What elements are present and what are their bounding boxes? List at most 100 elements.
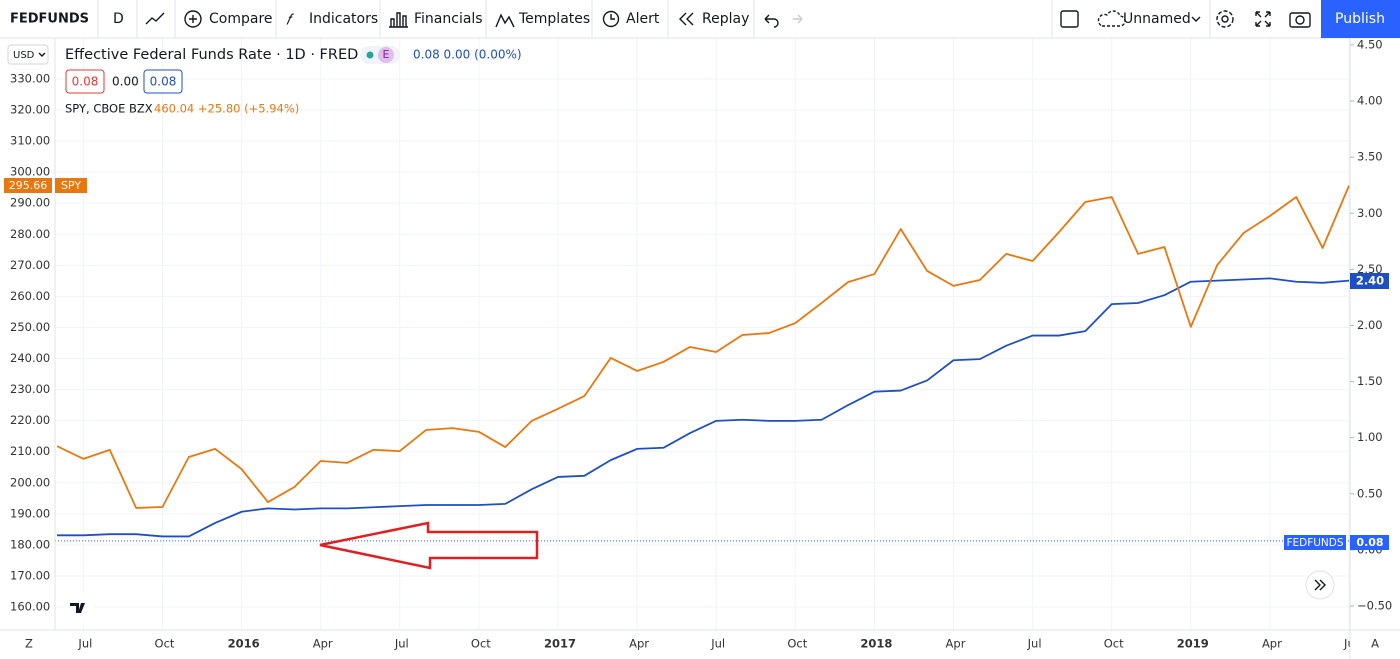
alert-hands	[610, 14, 615, 20]
legend-badge: E	[383, 48, 390, 61]
indicators[interactable]: Indicators	[309, 11, 378, 27]
x-tick-label: Jul	[394, 637, 409, 651]
legend-secondary-values: 460.04 +25.80 (+5.94%)	[154, 102, 299, 116]
currency-chevron	[38, 52, 46, 57]
y-tick-label: 190.00	[10, 506, 50, 520]
x-tick-label: Jul	[77, 637, 92, 651]
x-tick-label: Jul	[710, 637, 725, 651]
y2-tick-label: 4.00	[1357, 94, 1383, 108]
legend-primary-values: 0.08 0.00 (0.00%)	[413, 48, 522, 62]
y-tick-label: 330.00	[10, 71, 50, 85]
fullscreen-icon[interactable]	[1255, 11, 1271, 27]
series-line	[56, 185, 1350, 509]
compare-plus	[189, 15, 197, 23]
snapshot-icon[interactable]	[1289, 12, 1311, 28]
legend-box-1-text: 0.08	[72, 75, 99, 89]
settings-icon[interactable]	[1216, 10, 1234, 28]
y-tick-label: 240.00	[10, 351, 50, 365]
x-tick-label: Apr	[1262, 637, 1282, 651]
y-tick-label: 280.00	[10, 227, 50, 241]
y-tick-label: 300.00	[10, 165, 50, 179]
legend-secondary: SPY, CBOE BZX	[65, 102, 153, 116]
templates[interactable]: Templates	[518, 11, 590, 27]
financials[interactable]: Financials	[414, 11, 483, 27]
cloud-icon	[1097, 10, 1126, 27]
y-tick-label: 290.00	[10, 196, 50, 210]
y-tick-label: 260.00	[10, 289, 50, 303]
y-tick-label: 250.00	[10, 320, 50, 334]
y2-tick-label: 3.50	[1357, 150, 1383, 164]
spy-price-bg	[4, 178, 52, 193]
axes-layer: 160.00 170.00 180.00 190.00 200.00 210.00 220.…	[10, 37, 1392, 613]
y2-tick-label: 3.00	[1357, 206, 1383, 220]
x-tick-label: Apr	[313, 637, 333, 651]
y2-tick-label: 0.50	[1357, 486, 1383, 500]
fed-price-bg	[1350, 273, 1389, 289]
fed-line-name: FEDFUNDS	[1286, 537, 1343, 549]
replay[interactable]: Replay	[702, 11, 749, 27]
currency[interactable]: USD	[13, 50, 35, 61]
status-dot	[366, 51, 374, 59]
symbol[interactable]: FEDFUNDS	[10, 12, 89, 27]
alert[interactable]: Alert	[626, 11, 660, 27]
fed-line-value-bg	[1350, 535, 1389, 550]
y2-tick-label: 1.50	[1357, 374, 1383, 388]
y-tick-label: 210.00	[10, 444, 50, 458]
y2-tick-label: −0.50	[1357, 598, 1392, 612]
fed-price: 2.40	[1356, 274, 1384, 288]
left-axis-panel	[0, 38, 55, 630]
y-tick-label: 270.00	[10, 258, 50, 272]
publish[interactable]: Publish	[1335, 11, 1385, 27]
layout-icon[interactable]	[1060, 10, 1079, 28]
y2-tick-label: 1.00	[1357, 430, 1383, 444]
snapshot-lens	[1295, 15, 1305, 25]
spy-price: 295.66	[9, 179, 48, 192]
legend-primary: Effective Federal Funds Rate · 1D · FRED	[65, 47, 358, 63]
y-tick-label: 170.00	[10, 568, 50, 582]
y2-tick-label: 4.50	[1357, 37, 1383, 51]
x-tick-label: Apr	[629, 637, 649, 651]
fed-line-name-bg	[1284, 535, 1346, 550]
layout-name[interactable]: Unnamed	[1123, 11, 1191, 27]
x-tick-label: Apr	[946, 637, 966, 651]
spy-name-bg	[55, 178, 87, 193]
x-tick-label: 2016	[228, 637, 260, 651]
scroll-icon	[1314, 579, 1326, 591]
alert-icon	[602, 10, 620, 28]
annotation-arrow	[319, 521, 539, 570]
compare[interactable]: Compare	[209, 11, 273, 27]
badge-circle	[378, 47, 394, 63]
chart-type-icon[interactable]	[145, 12, 165, 25]
settings-core	[1221, 15, 1229, 23]
y2-tick-label: 2.50	[1357, 262, 1383, 276]
templates-icon	[495, 13, 515, 28]
legend-box-2-text: 0.00	[112, 75, 139, 89]
replay-icon	[679, 12, 694, 26]
legend-box-3	[143, 69, 183, 94]
x-tick-label: 2019	[1177, 637, 1209, 651]
x-tick-label: Oct	[471, 637, 491, 651]
currency-box[interactable]	[7, 44, 49, 65]
redo-icon[interactable]	[793, 14, 803, 24]
y-tick-label: 320.00	[10, 103, 50, 117]
y-tick-label: 160.00	[10, 600, 50, 614]
interval[interactable]: D	[113, 11, 124, 27]
layout-chevron[interactable]	[1191, 16, 1201, 22]
corner-right[interactable]: A	[1371, 637, 1379, 651]
plot-layer: Jul Oct 2016 Apr Jul Oct 2017 Apr Jul Oct 2018 Apr J…	[55, 38, 1358, 651]
toolbar-separators	[97, 0, 1211, 38]
series-line	[57, 277, 1350, 538]
x-tick-label: Oct	[155, 637, 175, 651]
publish-button[interactable]	[1321, 0, 1400, 38]
compare-icon[interactable]	[184, 10, 202, 28]
x-tick-label: Oct	[1104, 637, 1124, 651]
legend-box-1	[65, 69, 105, 94]
y-tick-label: 180.00	[10, 537, 50, 551]
undo-icon[interactable]	[764, 14, 779, 28]
y-tick-label: 220.00	[10, 413, 50, 427]
fed-line-value: 0.08	[1356, 536, 1383, 549]
corner-left[interactable]: Z	[25, 637, 33, 651]
right-axis-panel	[1350, 38, 1400, 659]
financials-icon	[389, 12, 408, 28]
tv-logo	[65, 593, 95, 623]
